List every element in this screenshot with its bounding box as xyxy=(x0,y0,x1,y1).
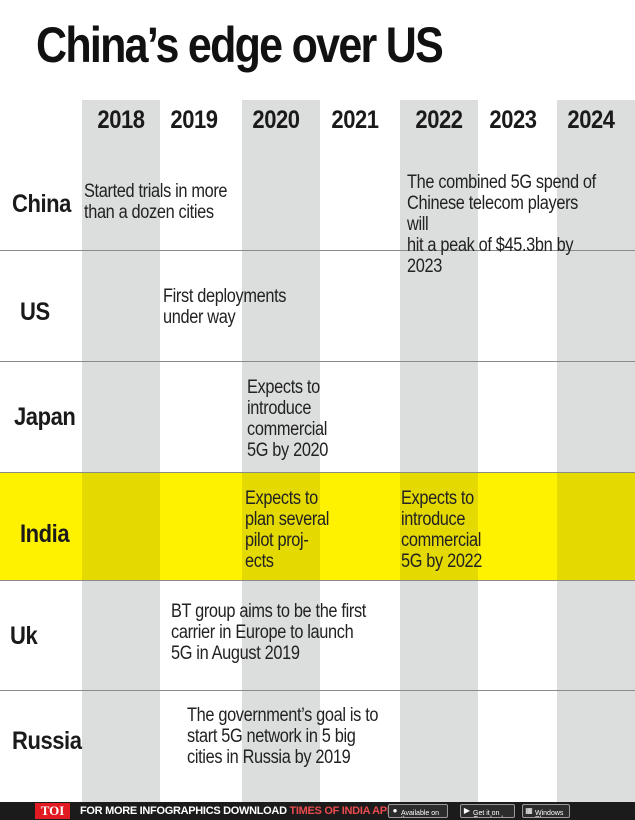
row-divider xyxy=(0,690,635,691)
google-play-badge[interactable]: ▶Get it on Google play xyxy=(460,804,515,818)
year-header-2019: 2019 xyxy=(170,106,218,134)
app-store-label: Available on the App Store xyxy=(401,810,440,817)
year-header-2020: 2020 xyxy=(252,106,300,134)
india-band-shade-2020 xyxy=(242,473,320,580)
country-label-japan: Japan xyxy=(14,403,76,431)
row-divider xyxy=(0,361,635,362)
stripe-2018 xyxy=(82,100,160,802)
windows-phone-badge[interactable]: ▦Windows Phone xyxy=(522,804,570,818)
windows-icon: ▦ xyxy=(525,806,533,815)
note-china-2018: Started trials in more than a dozen citi… xyxy=(84,181,228,223)
country-label-uk: Uk xyxy=(10,622,38,650)
google-play-label: Get it on Google play xyxy=(473,810,510,817)
page-title: China’s edge over US xyxy=(36,17,444,73)
note-us-2019: First deployments under way xyxy=(163,286,287,328)
note-russia-2019: The government’s goal is to start 5G net… xyxy=(187,705,379,768)
play-icon: ▶ xyxy=(463,806,471,815)
country-label-us: US xyxy=(20,298,50,326)
footer-promo-app-name[interactable]: TIMES OF INDIA APP xyxy=(289,805,394,817)
india-band-shade-2022 xyxy=(400,473,478,580)
country-label-china: China xyxy=(12,190,71,218)
row-divider xyxy=(0,472,635,473)
row-divider xyxy=(0,580,635,581)
stripe-2022 xyxy=(400,100,478,802)
footer-promo-prefix: FOR MORE INFOGRAPHICS DOWNLOAD xyxy=(80,805,290,817)
note-india-2022: Expects to introduce commercial 5G by 20… xyxy=(401,488,483,572)
note-uk-2019: BT group aims to be the first carrier in… xyxy=(171,601,366,664)
year-header-2022: 2022 xyxy=(415,106,463,134)
windows-phone-label: Windows Phone xyxy=(535,810,564,817)
row-divider xyxy=(0,250,635,251)
note-india-2020: Expects to plan several pilot proj- ects xyxy=(245,488,329,572)
year-header-2024: 2024 xyxy=(567,106,615,134)
country-label-russia: Russia xyxy=(12,727,82,755)
year-header-2018: 2018 xyxy=(97,106,145,134)
stripe-2024 xyxy=(557,100,635,802)
note-china-2022: The combined 5G spend of Chinese telecom… xyxy=(407,172,596,277)
note-japan-2020: Expects to introduce commercial 5G by 20… xyxy=(247,377,329,461)
year-header-2021: 2021 xyxy=(331,106,379,134)
india-band-shade-2018 xyxy=(82,473,160,580)
india-band-shade-2024 xyxy=(557,473,635,580)
country-label-india: India xyxy=(20,520,70,548)
apple-icon: ● xyxy=(392,806,398,815)
footer-promo-text: FOR MORE INFOGRAPHICS DOWNLOAD TIMES OF … xyxy=(80,804,394,818)
toi-logo[interactable]: TOI xyxy=(35,803,70,819)
stripe-2020 xyxy=(242,100,320,802)
app-store-badge[interactable]: ●Available on the App Store xyxy=(388,804,448,818)
footer-bar: TOI FOR MORE INFOGRAPHICS DOWNLOAD TIMES… xyxy=(0,802,635,820)
india-highlight-band xyxy=(0,473,635,580)
year-header-2023: 2023 xyxy=(489,106,537,134)
